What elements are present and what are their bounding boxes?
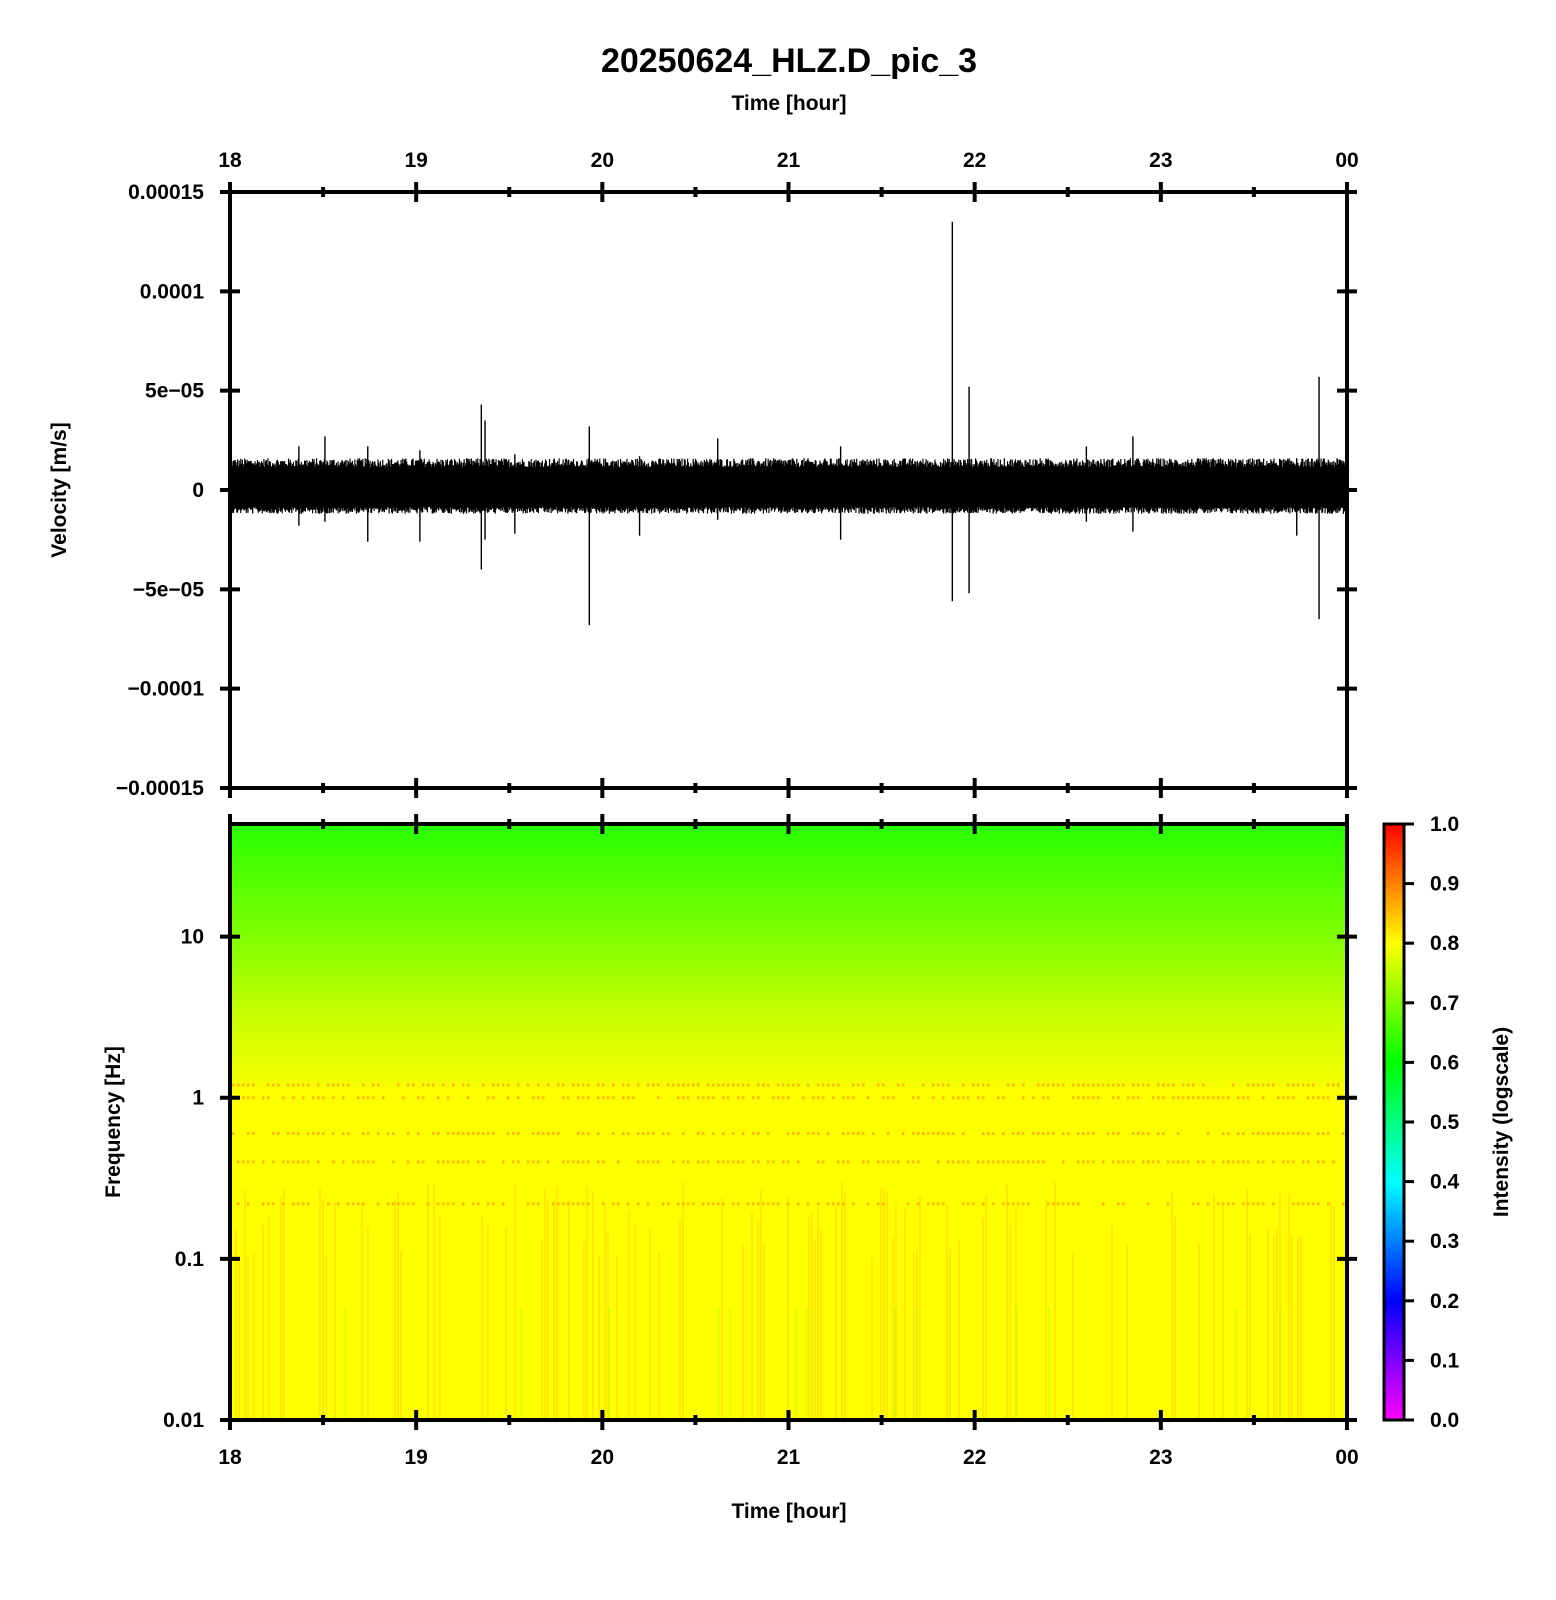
waveform-y-tick-label: −0.00015: [116, 777, 204, 800]
top-x-tick-label: 21: [777, 149, 801, 172]
waveform-y-tick-label: −5e−05: [133, 578, 205, 601]
waveform-y-axis-label: Velocity [m/s]: [48, 422, 71, 557]
top-x-tick-label: 00: [1335, 149, 1358, 172]
colorbar-tick-label: 0.0: [1430, 1409, 1459, 1432]
colorbar-tick-label: 0.9: [1430, 873, 1459, 896]
colorbar: 0.0 0.1 0.2 0.3 0.4 0.5 0.6 0.7 0.8 0.9 1.0 Intens…: [1382, 813, 1513, 1432]
chart-title: 20250624_HLZ.D_pic_3: [601, 42, 977, 80]
spectrogram-y-axis-label: Frequency [Hz]: [102, 1046, 125, 1198]
colorbar-tick-label: 1.0: [1430, 813, 1459, 836]
top-x-tick-label: 19: [404, 149, 427, 172]
spectrogram-y-tick-label: 10: [181, 926, 204, 949]
spectrogram-field: [230, 824, 1347, 1420]
spectrogram-streaks: [235, 1182, 1335, 1418]
bottom-x-tick-label: 20: [591, 1446, 614, 1469]
bottom-x-tick-label: 19: [404, 1446, 427, 1469]
colorbar-tick-label: 0.2: [1430, 1290, 1459, 1313]
spectrogram-y-tick-label: 1: [192, 1087, 204, 1110]
colorbar-tick-label: 0.8: [1430, 932, 1460, 955]
colorbar-tick-label: 0.3: [1430, 1230, 1459, 1253]
bottom-x-tick-label: 23: [1149, 1446, 1172, 1469]
waveform-panel: 18 19 20 21 22 23 00 −0.00015 −0.0001 −5e−05 0 5e−0…: [48, 149, 1359, 800]
waveform-y-tick-label: −0.0001: [128, 678, 205, 701]
colorbar-tick-label: 0.7: [1430, 992, 1459, 1015]
spectrogram-green-streaks: [344, 1307, 1281, 1418]
waveform-trace: [229, 221, 1348, 626]
colorbar-tick-label: 0.1: [1430, 1349, 1460, 1372]
top-x-tick-label: 22: [963, 149, 986, 172]
spectrogram-ticks: 18 19 20 21 22 23 00 0.01 0.1 1 10: [163, 814, 1359, 1469]
colorbar-tick-label: 0.6: [1430, 1051, 1459, 1074]
colorbar-tick-label: 0.4: [1430, 1171, 1460, 1194]
colorbar-fill: [1384, 824, 1404, 1420]
bottom-x-tick-label: 21: [777, 1446, 801, 1469]
bottom-x-tick-label: 00: [1335, 1446, 1358, 1469]
top-x-axis-label: Time [hour]: [731, 92, 846, 115]
bottom-x-tick-label: 18: [218, 1446, 242, 1469]
top-x-tick-label: 18: [218, 149, 242, 172]
colorbar-label: Intensity (logscale): [1490, 1027, 1513, 1217]
waveform-y-tick-label: 0.00015: [128, 181, 204, 204]
waveform-y-tick-label: 0.0001: [140, 280, 205, 303]
waveform-y-tick-label: 0: [192, 479, 204, 502]
colorbar-ticks: 0.0 0.1 0.2 0.3 0.4 0.5 0.6 0.7 0.8 0.9 1.0: [1404, 813, 1460, 1432]
spectrogram-y-tick-label: 0.01: [163, 1409, 204, 1432]
spectrogram-y-tick-label: 0.1: [175, 1248, 205, 1271]
bottom-x-tick-label: 22: [963, 1446, 986, 1469]
waveform-noise-band: [229, 458, 1348, 514]
spectrogram-bands: [232, 1083, 1345, 1418]
waveform-ticks: 18 19 20 21 22 23 00 −0.00015 −0.0001 −5e−05 0 5e−0…: [116, 149, 1359, 800]
top-x-tick-label: 23: [1149, 149, 1172, 172]
top-x-tick-label: 20: [591, 149, 614, 172]
bottom-x-axis-label: Time [hour]: [731, 1500, 846, 1523]
colorbar-tick-label: 0.5: [1430, 1111, 1460, 1134]
waveform-y-tick-label: 5e−05: [145, 380, 204, 403]
